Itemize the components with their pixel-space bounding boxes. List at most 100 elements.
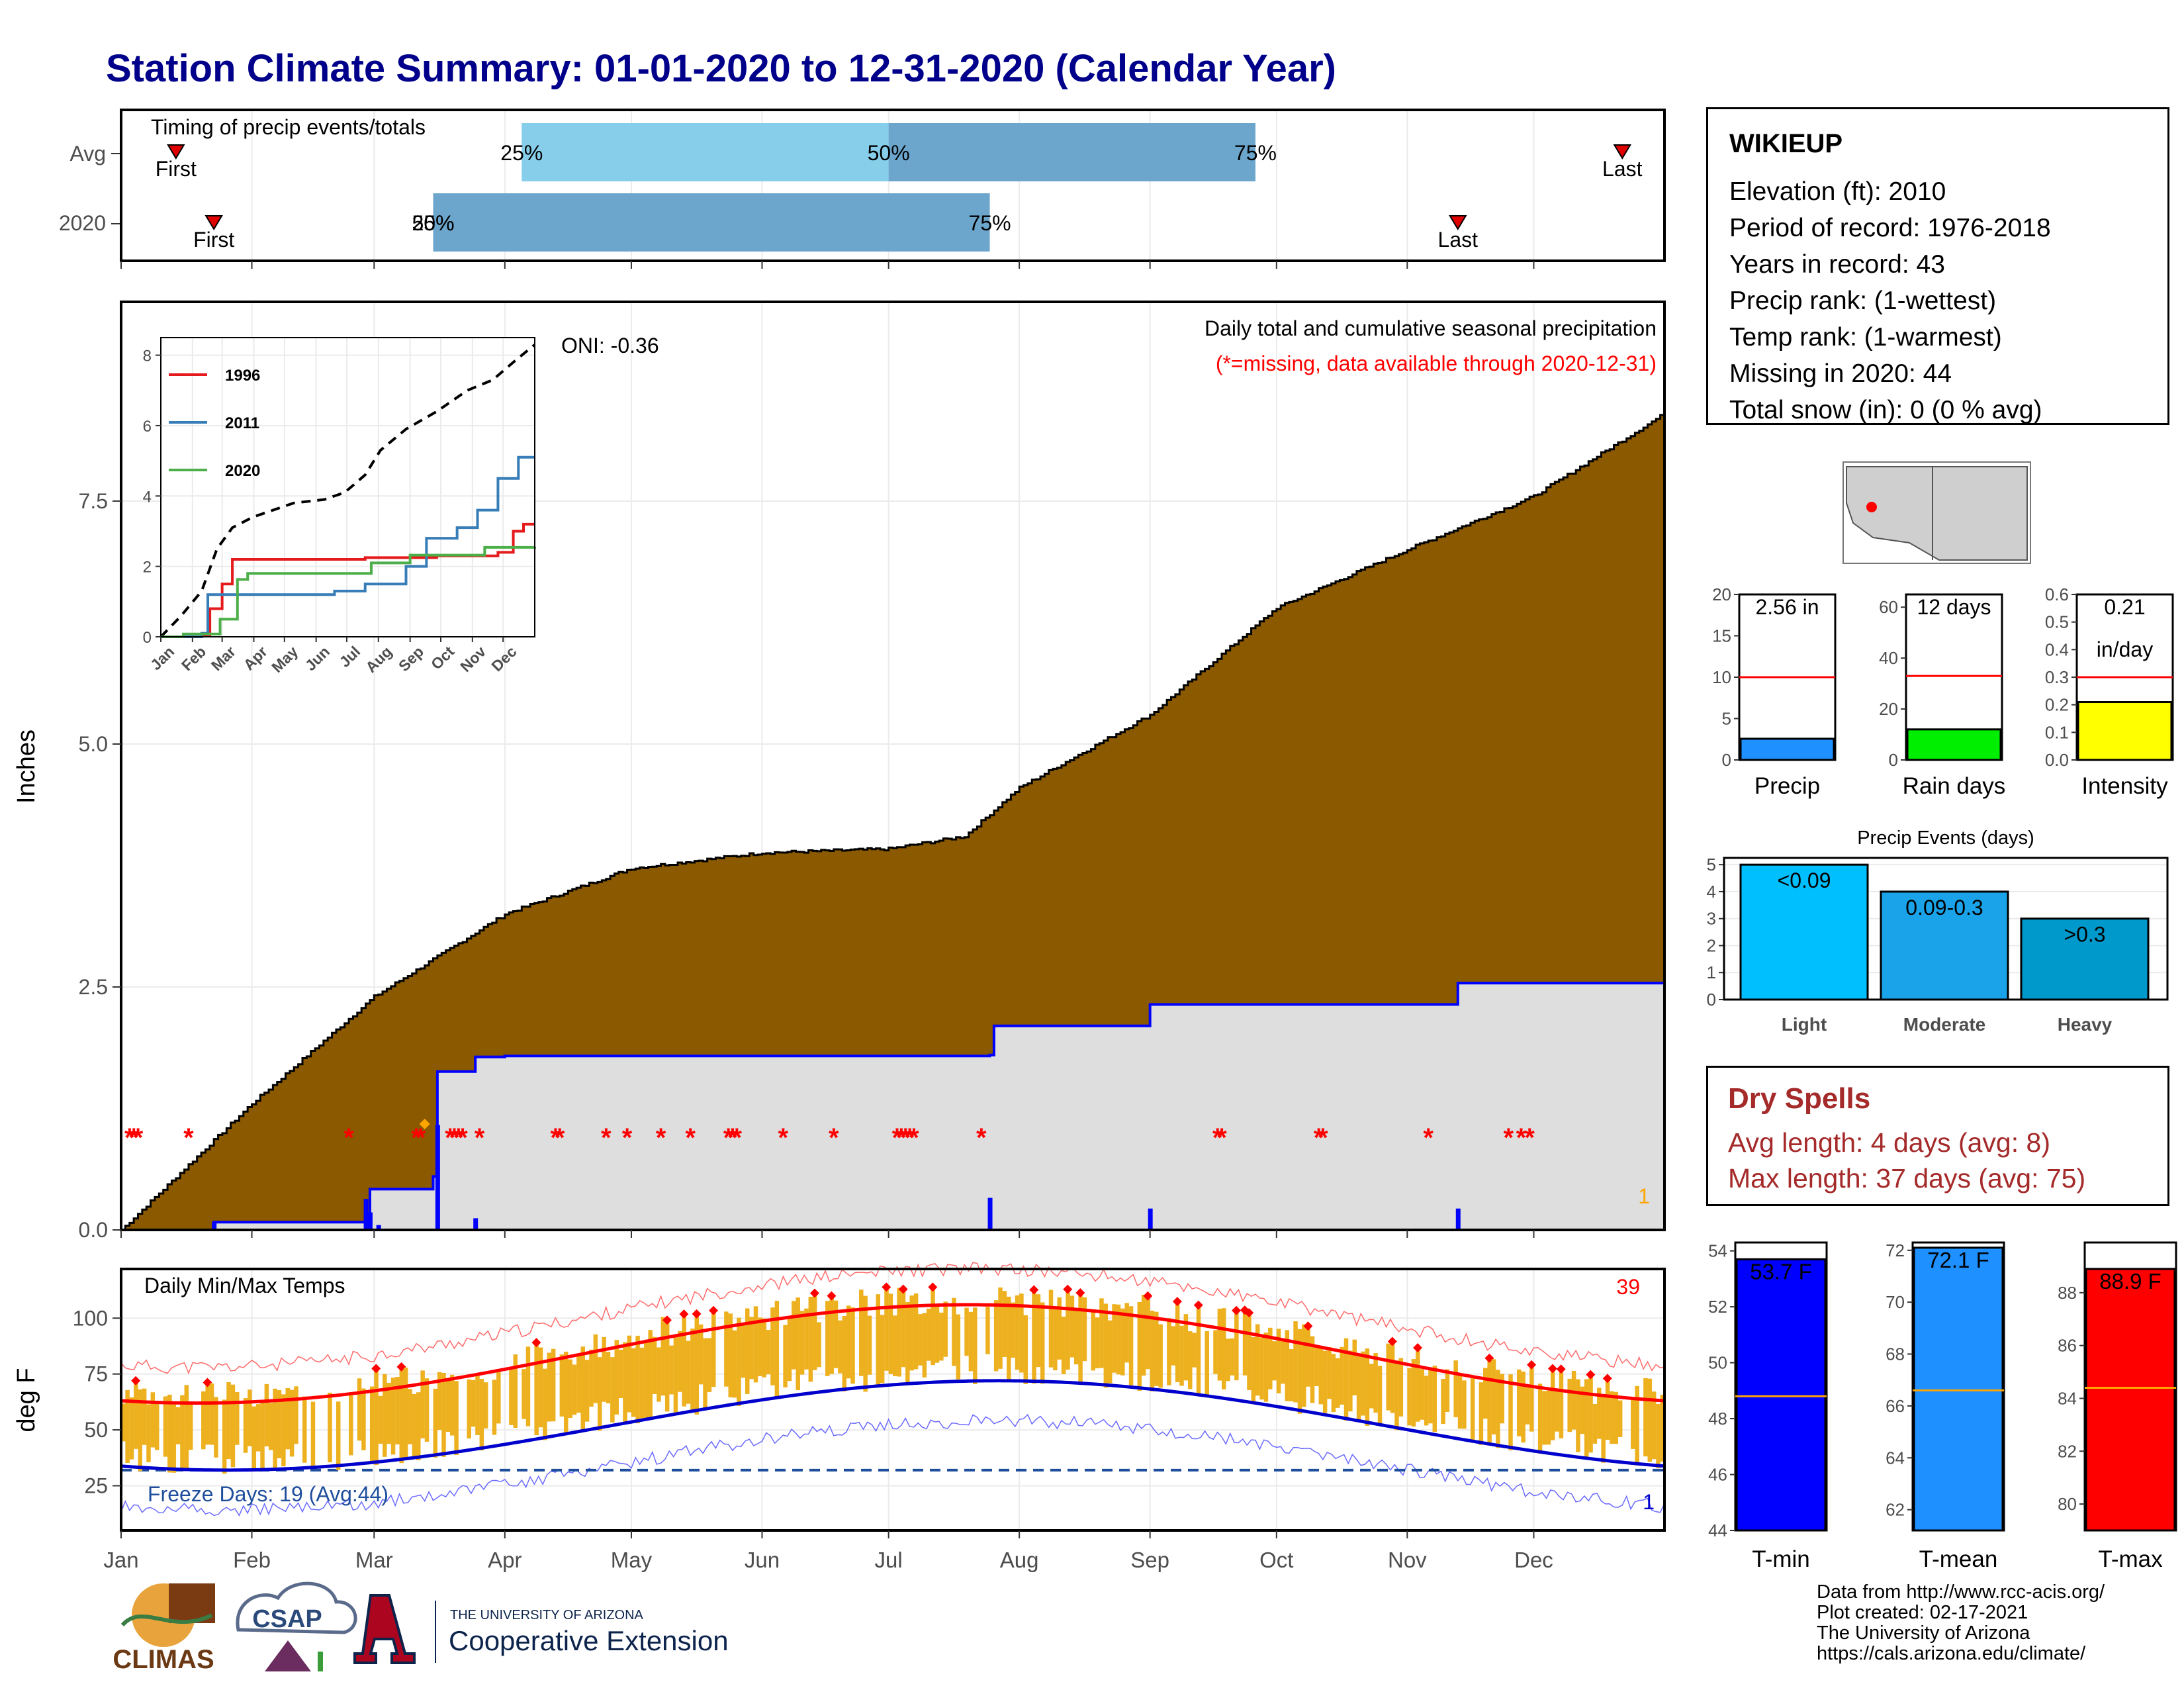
record-high-marker bbox=[679, 1309, 689, 1319]
daily-temp-bar bbox=[1302, 1324, 1306, 1407]
missing-day-marker: * bbox=[1216, 1123, 1227, 1152]
daily-temp-bar bbox=[593, 1334, 598, 1403]
mini-bar-y-tick-label: 0.3 bbox=[2045, 667, 2069, 687]
temp-bar-y-tick-label: 84 bbox=[2058, 1388, 2077, 1408]
precip-y-tick-label: 2.5 bbox=[79, 975, 108, 999]
daily-temp-bar bbox=[424, 1378, 430, 1442]
daily-temp-bar bbox=[525, 1346, 531, 1427]
avg-last-label: Last bbox=[1602, 157, 1643, 181]
daily-temp-bar bbox=[1516, 1369, 1522, 1436]
daily-temp-bar bbox=[547, 1352, 552, 1422]
daily-temp-bar bbox=[154, 1402, 159, 1450]
daily-temp-bar bbox=[1188, 1331, 1193, 1389]
daily-temp-bar bbox=[1631, 1398, 1635, 1449]
missing-day-marker: * bbox=[1524, 1123, 1535, 1152]
daily-temp-bar bbox=[956, 1314, 961, 1380]
mini-bar-y-tick-label: 0.0 bbox=[2045, 750, 2069, 770]
daily-temp-bar bbox=[1479, 1382, 1484, 1445]
daily-temp-bar bbox=[1322, 1350, 1328, 1413]
daily-temp-bar bbox=[1537, 1383, 1543, 1454]
daily-temp-bar bbox=[1550, 1369, 1555, 1440]
timing-title: Timing of precip events/totals bbox=[151, 115, 426, 139]
month-tick-label: Jul bbox=[875, 1548, 903, 1572]
daily-temp-bar bbox=[1146, 1296, 1150, 1370]
inset-series-2011 bbox=[161, 455, 535, 638]
daily-temp-bar bbox=[1500, 1374, 1505, 1424]
daily-precip-bar bbox=[376, 1225, 381, 1230]
daily-temp-bar bbox=[251, 1406, 257, 1472]
station-period: Period of record: 1976-2018 bbox=[1729, 214, 2051, 242]
mini-bar-y-tick-label: 10 bbox=[1712, 667, 1731, 687]
temp-bar-value bbox=[1913, 1246, 2004, 1532]
record-high-marker bbox=[692, 1309, 702, 1319]
daily-temp-bar bbox=[1217, 1308, 1222, 1381]
event-bar bbox=[1739, 863, 1869, 1001]
year-first-label: First bbox=[193, 228, 234, 252]
daily-temp-bar bbox=[188, 1402, 193, 1450]
daily-temp-bar bbox=[774, 1301, 780, 1397]
mini-bar-value-text: in/day bbox=[2097, 637, 2153, 661]
daily-temp-bar bbox=[682, 1315, 686, 1407]
missing-day-marker: * bbox=[892, 1123, 903, 1152]
missing-day-marker: * bbox=[1516, 1123, 1527, 1152]
record-high-marker bbox=[1303, 1321, 1313, 1331]
mini-bar-y-tick-label: 20 bbox=[1879, 699, 1898, 719]
daily-temp-bar bbox=[441, 1373, 446, 1457]
missing-day-marker: * bbox=[1318, 1123, 1328, 1152]
daily-temp-bar bbox=[964, 1307, 969, 1356]
daily-temp-bar bbox=[833, 1300, 839, 1368]
daily-temp-bar bbox=[1175, 1302, 1180, 1383]
daily-temp-bar bbox=[125, 1389, 130, 1463]
credit-line: Plot created: 02-17-2021 bbox=[1817, 1602, 2028, 1623]
daily-temp-bar bbox=[1610, 1391, 1614, 1444]
month-tick-label: May bbox=[611, 1548, 653, 1572]
record-high-marker bbox=[1586, 1370, 1596, 1380]
daily-temp-bar bbox=[230, 1384, 236, 1468]
daily-temp-bar bbox=[408, 1389, 412, 1444]
precip-y-tick-label: 0.0 bbox=[79, 1218, 108, 1242]
event-category-label: Heavy bbox=[2058, 1014, 2113, 1035]
daily-temp-bar bbox=[1255, 1324, 1260, 1396]
daily-temp-bar bbox=[1048, 1289, 1054, 1368]
ua-logo-top-text: THE UNIVERSITY OF ARIZONA bbox=[450, 1608, 644, 1622]
temp-bar-label: T-mean bbox=[1919, 1546, 1998, 1572]
daily-temp-bar bbox=[416, 1392, 421, 1460]
daily-temp-bar bbox=[437, 1372, 442, 1430]
missing-day-marker: * bbox=[475, 1123, 485, 1152]
temp-bar-y-tick-label: 82 bbox=[2058, 1441, 2077, 1461]
month-tick-label: Feb bbox=[233, 1548, 271, 1572]
record-high-marker bbox=[1244, 1308, 1254, 1318]
daily-temp-bar bbox=[1651, 1391, 1657, 1460]
record-high-marker bbox=[898, 1284, 908, 1294]
missing-day-marker: * bbox=[183, 1123, 194, 1152]
daily-temp-bar bbox=[623, 1342, 627, 1423]
temp-bar-y-tick-label: 66 bbox=[1886, 1396, 1905, 1416]
missing-day-marker: * bbox=[622, 1123, 633, 1152]
daily-temp-bar bbox=[1635, 1385, 1639, 1466]
missing-day-marker: * bbox=[1503, 1123, 1514, 1152]
precip-y-axis-label: Inches bbox=[13, 729, 40, 804]
daily-temp-bar bbox=[1580, 1386, 1585, 1434]
daily-temp-bar bbox=[838, 1320, 842, 1374]
csap-logo-cactus bbox=[318, 1652, 323, 1671]
avg-p50-label: 50% bbox=[868, 141, 910, 165]
daily-temp-bar bbox=[1546, 1390, 1551, 1445]
credit-line: Data from http://www.rcc-acis.org/ bbox=[1817, 1581, 2105, 1603]
daily-temp-bar bbox=[1555, 1390, 1559, 1432]
daily-temp-bar bbox=[1011, 1302, 1015, 1358]
daily-temp-bar bbox=[846, 1305, 851, 1379]
station-name: WIKIEUP bbox=[1729, 129, 1843, 158]
events-y-tick-label: 4 bbox=[1707, 882, 1716, 902]
missing-day-marker: * bbox=[445, 1123, 455, 1152]
daily-temp-bar bbox=[1331, 1354, 1336, 1413]
daily-temp-bar bbox=[1158, 1324, 1163, 1388]
daily-temp-bar bbox=[445, 1378, 451, 1432]
daily-temp-bar bbox=[559, 1354, 565, 1417]
missing-day-marker: * bbox=[905, 1123, 915, 1152]
csap-logo-text: CSAP bbox=[252, 1605, 322, 1633]
daily-temp-bar bbox=[146, 1404, 151, 1462]
daily-precip-bar bbox=[1455, 1208, 1461, 1230]
missing-day-marker: * bbox=[727, 1123, 738, 1152]
daily-temp-bar bbox=[880, 1315, 885, 1383]
